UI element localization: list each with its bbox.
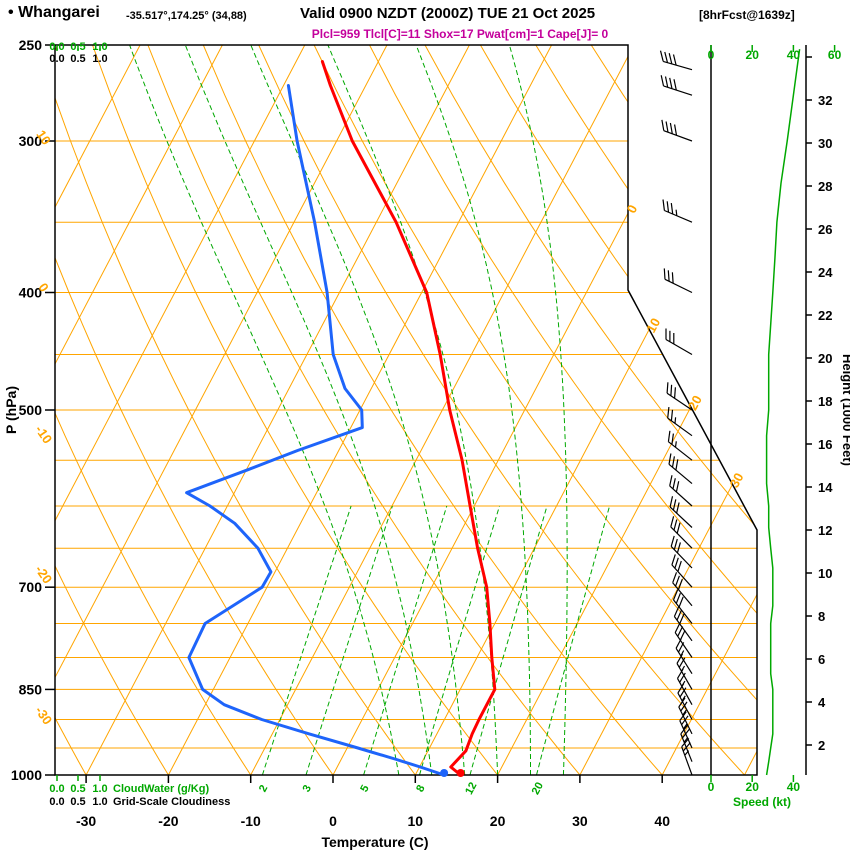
svg-text:500: 500: [19, 402, 43, 418]
svg-text:8: 8: [414, 783, 427, 794]
svg-text:40: 40: [787, 780, 801, 794]
svg-text:2: 2: [818, 738, 825, 753]
svg-text:30: 30: [818, 136, 832, 151]
svg-text:0: 0: [708, 780, 715, 794]
svg-text:0.0: 0.0: [49, 783, 64, 795]
svg-text:12: 12: [818, 523, 832, 538]
svg-text:24: 24: [818, 265, 833, 280]
mixing-ratio-labels: 2 3 5 8 12 20: [257, 780, 546, 796]
valid-time: Valid 0900 NZDT (2000Z) TUE 21 Oct 2025: [300, 5, 596, 22]
svg-text:20: 20: [746, 48, 760, 62]
temperature-curve: [320, 60, 497, 777]
svg-text:-30: -30: [76, 813, 96, 829]
svg-text:0: 0: [708, 48, 715, 62]
dewpoint-curve: [185, 84, 449, 777]
svg-text:0.5: 0.5: [70, 796, 85, 808]
svg-text:1.0: 1.0: [92, 796, 107, 808]
svg-text:-30: -30: [32, 703, 55, 727]
svg-text:Temperature (C): Temperature (C): [321, 834, 428, 850]
wind-barbs: [659, 50, 693, 776]
station-bullet: •: [8, 4, 14, 21]
svg-text:1.0: 1.0: [92, 41, 107, 53]
svg-text:250: 250: [19, 37, 43, 53]
svg-text:60: 60: [828, 48, 842, 62]
svg-text:10: 10: [818, 566, 832, 581]
svg-text:40: 40: [654, 813, 670, 829]
svg-text:10: 10: [33, 127, 54, 147]
svg-text:5: 5: [358, 783, 371, 794]
station-name: Whangarei: [18, 4, 100, 21]
station-title: • Whangarei: [8, 4, 100, 22]
svg-text:20: 20: [685, 393, 705, 413]
svg-text:700: 700: [19, 579, 43, 595]
svg-text:10: 10: [643, 315, 663, 335]
stability-indices: Plcl=959 Tlcl[C]=11 Shox=17 Pwat[cm]=1 C…: [311, 27, 609, 41]
svg-text:3: 3: [301, 783, 314, 794]
svg-text:28: 28: [818, 179, 832, 194]
svg-text:20: 20: [746, 780, 760, 794]
svg-text:0.5: 0.5: [70, 53, 85, 65]
svg-text:8: 8: [818, 609, 825, 624]
cloud-scales: 0.00.00.00.00.50.50.50.51.01.01.01.0Clou…: [49, 41, 230, 808]
svg-text:400: 400: [19, 284, 43, 300]
svg-text:0: 0: [624, 202, 641, 215]
station-coords: -35.517°,174.25° (34,88): [126, 10, 247, 22]
svg-text:18: 18: [818, 394, 832, 409]
svg-text:-20: -20: [158, 813, 178, 829]
svg-text:Height (1000 Feet): Height (1000 Feet): [840, 354, 850, 466]
svg-text:Speed (kt): Speed (kt): [733, 795, 791, 809]
svg-text:2: 2: [257, 783, 270, 794]
svg-text:0.0: 0.0: [49, 41, 64, 53]
dewpoint-surface-dot: [440, 769, 449, 777]
svg-text:1.0: 1.0: [92, 783, 107, 795]
svg-text:16: 16: [818, 437, 832, 452]
svg-text:40: 40: [787, 48, 801, 62]
svg-text:850: 850: [19, 681, 43, 697]
svg-text:P (hPa): P (hPa): [3, 386, 19, 434]
svg-text:22: 22: [818, 308, 832, 323]
svg-text:20: 20: [818, 351, 832, 366]
svg-text:0.5: 0.5: [70, 783, 85, 795]
svg-text:4: 4: [818, 695, 826, 710]
svg-text:6: 6: [818, 652, 825, 667]
svg-text:1000: 1000: [11, 767, 42, 783]
svg-text:12: 12: [463, 780, 479, 796]
svg-text:32: 32: [818, 93, 832, 108]
svg-text:0.0: 0.0: [49, 53, 64, 65]
svg-text:0.0: 0.0: [49, 796, 64, 808]
svg-text:26: 26: [818, 222, 832, 237]
svg-text:20: 20: [530, 780, 546, 796]
svg-text:14: 14: [818, 480, 833, 495]
temperature-surface-dot: [456, 769, 465, 777]
svg-text:20: 20: [490, 813, 506, 829]
svg-text:Grid-Scale Cloudiness: Grid-Scale Cloudiness: [113, 796, 230, 808]
skewt-grid-orange: [55, 45, 757, 775]
svg-text:CloudWater (g/Kg): CloudWater (g/Kg): [113, 783, 209, 795]
svg-text:-10: -10: [241, 813, 261, 829]
svg-text:0: 0: [329, 813, 337, 829]
skewt-grid-green: [129, 45, 611, 775]
svg-text:0.5: 0.5: [70, 41, 85, 53]
svg-text:300: 300: [19, 133, 43, 149]
forecast-tag: [8hrFcst@1639z]: [699, 8, 795, 22]
svg-text:10: 10: [408, 813, 424, 829]
svg-text:30: 30: [726, 470, 746, 490]
speed-profile: [765, 49, 801, 776]
svg-text:30: 30: [572, 813, 588, 829]
svg-text:1.0: 1.0: [92, 53, 107, 65]
svg-text:-10: -10: [32, 422, 55, 446]
